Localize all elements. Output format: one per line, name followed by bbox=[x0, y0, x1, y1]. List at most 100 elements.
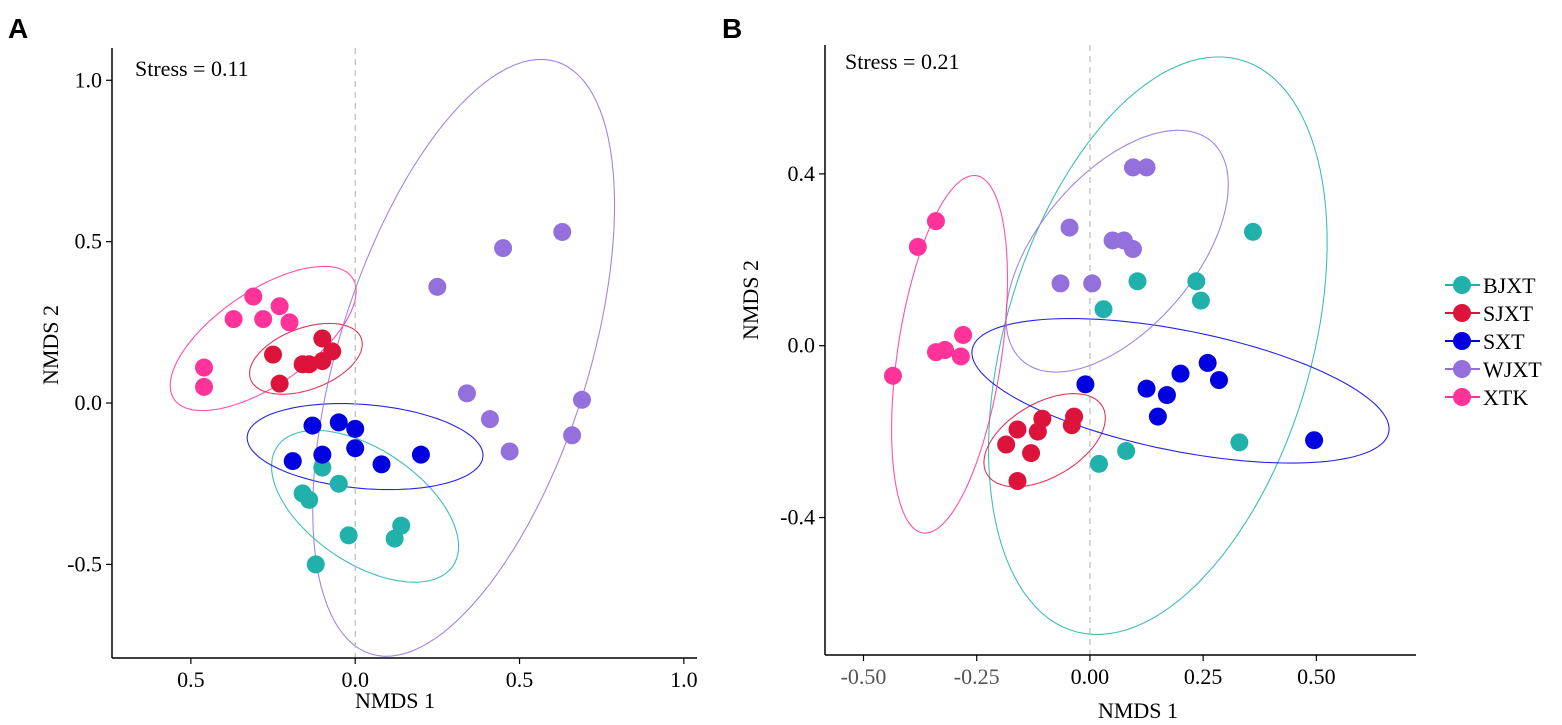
legend-item-wjxt: WJXT bbox=[1445, 357, 1542, 382]
panel-b-letter: B bbox=[722, 13, 742, 44]
ellipse-sjxt bbox=[983, 393, 1106, 488]
point-sxt bbox=[346, 439, 365, 458]
panel-b: -0.50 -0.25 0.00 0.25 0.50 0.4 0.0 -0.4 Stress… bbox=[738, 45, 1416, 723]
panel-b-ellipses bbox=[891, 56, 1390, 635]
point-sxt bbox=[1137, 379, 1156, 398]
point-bjxt bbox=[1230, 433, 1249, 452]
panel-a-y-axis-label: NMDS 2 bbox=[38, 305, 63, 385]
point-sxt bbox=[1171, 364, 1190, 383]
point-sjxt bbox=[1033, 409, 1052, 428]
x-tick-label: 0.25 bbox=[1184, 664, 1223, 689]
legend-marker bbox=[1453, 304, 1471, 322]
x-tick-label: 0.5 bbox=[506, 667, 534, 692]
panel-a-points bbox=[195, 222, 591, 574]
legend-item-bjxt: BJXT bbox=[1445, 273, 1536, 298]
legend-item-xtk: XTK bbox=[1445, 385, 1528, 410]
x-tick-label: 0.50 bbox=[1297, 664, 1336, 689]
point-sjxt bbox=[1008, 420, 1027, 439]
legend-label: XTK bbox=[1483, 385, 1528, 410]
point-wjxt bbox=[494, 239, 513, 258]
point-xtk bbox=[908, 237, 927, 256]
point-wjxt bbox=[1137, 158, 1156, 177]
point-bjxt bbox=[1187, 272, 1206, 291]
panel-a-x-axis-label: NMDS 1 bbox=[355, 688, 435, 713]
point-bjxt bbox=[1128, 272, 1147, 291]
ellipse-sjxt bbox=[249, 322, 363, 395]
x-tick-label: 1.0 bbox=[670, 667, 698, 692]
ellipse-wjxt bbox=[1005, 129, 1229, 373]
legend-marker bbox=[1453, 276, 1471, 294]
point-xtk bbox=[195, 377, 214, 396]
ellipse-xtk bbox=[891, 174, 1009, 534]
point-sxt bbox=[372, 455, 391, 474]
point-sjxt bbox=[1022, 444, 1041, 463]
panel-a-stress-label: Stress = 0.11 bbox=[135, 56, 249, 81]
point-wjxt bbox=[457, 384, 476, 403]
point-xtk bbox=[280, 313, 299, 332]
panel-a: 0.5 0.0 0.5 1.0 1.0 0.5 0.0 -0.5 Stress = 0.11… bbox=[38, 48, 698, 713]
point-xtk bbox=[951, 347, 970, 366]
panel-a-y-ticks: 1.0 0.5 0.0 -0.5 bbox=[67, 67, 112, 576]
panel-a-ellipses bbox=[169, 58, 616, 657]
point-bjxt bbox=[1094, 300, 1113, 319]
panel-a-letter: A bbox=[8, 13, 28, 44]
point-bjxt bbox=[385, 529, 404, 548]
point-sxt bbox=[411, 445, 430, 464]
point-bjxt bbox=[1089, 454, 1108, 473]
point-sxt bbox=[283, 452, 302, 471]
point-wjxt bbox=[1123, 158, 1142, 177]
point-wjxt bbox=[480, 410, 499, 429]
panel-b-y-ticks: 0.4 0.0 -0.4 bbox=[780, 161, 825, 530]
point-wjxt bbox=[572, 390, 591, 409]
point-bjxt bbox=[313, 458, 332, 477]
y-tick-label: -0.4 bbox=[780, 505, 815, 530]
point-wjxt bbox=[1051, 274, 1070, 293]
panel-b-points bbox=[883, 158, 1324, 491]
point-sxt bbox=[303, 416, 322, 435]
legend-item-sxt: SXT bbox=[1445, 329, 1525, 354]
legend-marker bbox=[1453, 360, 1471, 378]
point-sxt bbox=[329, 413, 348, 432]
point-sjxt bbox=[270, 374, 289, 393]
point-sxt bbox=[1198, 353, 1217, 372]
x-tick-label: -0.25 bbox=[954, 664, 1000, 689]
point-xtk bbox=[244, 287, 263, 306]
point-wjxt bbox=[553, 222, 572, 241]
legend-marker bbox=[1453, 332, 1471, 350]
y-tick-label: 0.0 bbox=[788, 333, 816, 358]
point-xtk bbox=[195, 358, 214, 377]
panel-b-x-axis-label: NMDS 1 bbox=[1098, 698, 1178, 723]
point-xtk bbox=[270, 297, 289, 316]
point-bjxt bbox=[1243, 222, 1262, 241]
panel-a-x-ticks: 0.5 0.0 0.5 1.0 bbox=[177, 658, 698, 692]
point-wjxt bbox=[1060, 218, 1079, 237]
point-sxt bbox=[313, 445, 332, 464]
legend-item-sjxt: SJXT bbox=[1445, 301, 1534, 326]
legend-label: BJXT bbox=[1483, 273, 1536, 298]
point-xtk bbox=[926, 212, 945, 231]
y-tick-label: 1.0 bbox=[75, 67, 103, 92]
ellipse-bjxt bbox=[988, 56, 1328, 635]
legend-label: SJXT bbox=[1483, 301, 1534, 326]
point-sjxt bbox=[313, 329, 332, 348]
legend: BJXT SJXT SXT WJXT XTK bbox=[1445, 273, 1542, 410]
point-xtk bbox=[224, 310, 243, 329]
point-bjxt bbox=[329, 474, 348, 493]
point-xtk bbox=[883, 366, 902, 385]
point-bjxt bbox=[339, 526, 358, 545]
point-sjxt bbox=[1008, 472, 1027, 491]
panel-b-x-ticks: -0.50 -0.25 0.00 0.25 0.50 bbox=[841, 655, 1336, 689]
point-wjxt bbox=[500, 442, 519, 461]
point-bjxt bbox=[306, 555, 325, 574]
point-xtk bbox=[936, 341, 955, 359]
ellipse-sxt bbox=[246, 403, 484, 491]
point-bjxt bbox=[1117, 441, 1136, 460]
point-xtk bbox=[254, 310, 273, 329]
point-sxt bbox=[1076, 375, 1095, 394]
y-tick-label: 0.5 bbox=[75, 229, 103, 254]
point-sxt bbox=[1148, 407, 1167, 426]
point-wjxt bbox=[563, 426, 582, 445]
point-sjxt bbox=[997, 435, 1016, 454]
x-tick-label: 0.00 bbox=[1071, 664, 1110, 689]
